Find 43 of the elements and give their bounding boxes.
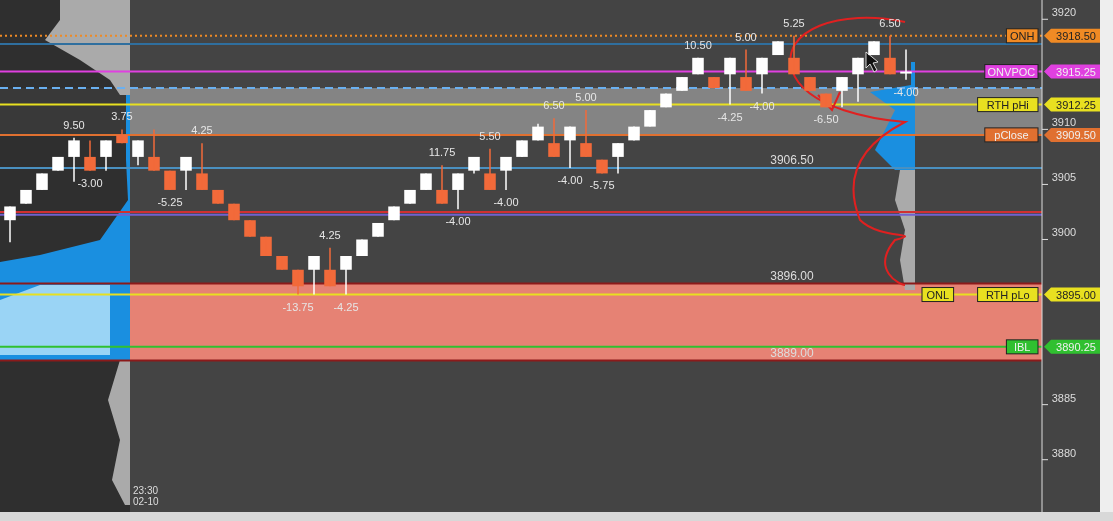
text: -4.00	[445, 215, 471, 228]
y-tick-label: 3880	[1051, 446, 1077, 459]
y-tick-label: 3910	[1051, 116, 1077, 129]
text: 4.25	[319, 228, 341, 241]
ref-line-label: 3889.00	[770, 345, 814, 360]
text: -4.00	[893, 85, 919, 98]
text: 11.75	[428, 146, 456, 159]
y-tick-label: 3900	[1051, 226, 1077, 239]
annotation: pClose	[994, 128, 1029, 141]
ref-line-label: 3918.50	[1056, 29, 1096, 42]
text: 5.00	[735, 30, 757, 43]
text: 9.50	[63, 118, 85, 131]
text: 10.50	[684, 38, 712, 51]
text: -3.00	[77, 176, 103, 189]
annotation: ONL	[926, 288, 950, 301]
ref-line-label: 3895.00	[1056, 288, 1096, 301]
ref-line-label: 3912.25	[1056, 98, 1096, 111]
y-tick-label: 3920	[1051, 6, 1077, 19]
x-tick-label: 23:30 02-10	[133, 485, 160, 507]
text: -5.25	[157, 195, 183, 208]
ref-line-label: 3915.25	[1056, 65, 1096, 78]
annotation: RTH pHi	[986, 98, 1029, 111]
text: 6.50	[879, 16, 901, 29]
text: -5.75	[589, 179, 615, 192]
text: -6.50	[813, 113, 839, 126]
text: -4.25	[333, 300, 359, 313]
text: -4.00	[493, 195, 519, 208]
ref-line-label: 3906.50	[770, 152, 814, 167]
y-tick-label: 3905	[1051, 171, 1077, 184]
text: -13.75	[282, 300, 314, 313]
text: 5.25	[783, 16, 805, 29]
text: 5.00	[575, 91, 597, 104]
ref-line-label: 3909.50	[1056, 128, 1096, 141]
ref-line-label: 3890.25	[1056, 340, 1096, 353]
y-tick-label: 3885	[1051, 391, 1077, 404]
annotation: ONVPOC	[987, 65, 1036, 78]
annotation: ONH	[1009, 29, 1035, 42]
ref-line-label: 3896.00	[770, 268, 814, 283]
text: 4.25	[191, 124, 213, 137]
text: -4.00	[557, 173, 583, 186]
annotation: RTH pLo	[985, 288, 1030, 301]
annotation: IBL	[1013, 340, 1031, 353]
text: -4.25	[717, 110, 743, 123]
